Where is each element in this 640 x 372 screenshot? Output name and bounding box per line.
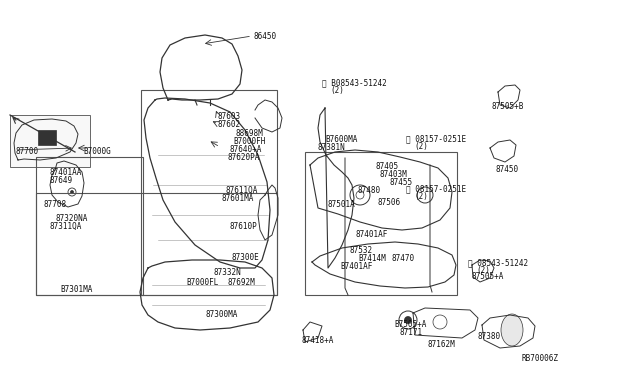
- Bar: [10, 115, 90, 167]
- Text: 87603: 87603: [218, 112, 241, 121]
- Text: (2): (2): [330, 86, 344, 95]
- Circle shape: [70, 190, 74, 193]
- Text: Ⓑ 08157-0251E: Ⓑ 08157-0251E: [406, 184, 466, 193]
- Text: 87455: 87455: [390, 178, 413, 187]
- Bar: [36, 193, 277, 295]
- Text: Ⓑ B08543-51242: Ⓑ B08543-51242: [322, 78, 387, 87]
- Text: 87640+A: 87640+A: [230, 145, 262, 154]
- Text: 87501A: 87501A: [327, 200, 355, 209]
- Circle shape: [404, 317, 412, 324]
- Text: 87162M: 87162M: [428, 340, 456, 349]
- Text: B7000G: B7000G: [83, 147, 111, 156]
- Text: 87300E: 87300E: [232, 253, 260, 262]
- Text: Ⓑ 08543-51242: Ⓑ 08543-51242: [468, 258, 528, 267]
- Bar: [305, 152, 457, 295]
- Bar: [141, 90, 277, 295]
- Text: B7505+A: B7505+A: [394, 320, 426, 329]
- Text: 87311QA: 87311QA: [50, 222, 83, 231]
- Text: 87700: 87700: [15, 147, 38, 156]
- Text: 87405: 87405: [375, 162, 398, 171]
- Text: B7000FL: B7000FL: [186, 278, 218, 287]
- Ellipse shape: [501, 314, 523, 346]
- Text: 87505+A: 87505+A: [472, 272, 504, 281]
- Text: Ⓑ 08157-0251E: Ⓑ 08157-0251E: [406, 134, 466, 143]
- Text: 87450: 87450: [495, 165, 518, 174]
- Text: 87532: 87532: [350, 246, 373, 255]
- Text: 87611QA: 87611QA: [225, 186, 257, 195]
- Text: 88698M: 88698M: [235, 129, 263, 138]
- Text: RB70006Z: RB70006Z: [522, 354, 559, 363]
- Text: 87506: 87506: [378, 198, 401, 207]
- Text: 87403M: 87403M: [380, 170, 408, 179]
- Text: 87300MA: 87300MA: [205, 310, 237, 319]
- Text: B7401AF: B7401AF: [340, 262, 372, 271]
- Text: 87332N: 87332N: [214, 268, 242, 277]
- Text: 87418+A: 87418+A: [302, 336, 334, 345]
- Text: 87380: 87380: [477, 332, 500, 341]
- Text: B7301MA: B7301MA: [60, 285, 92, 294]
- Text: 87620PA: 87620PA: [228, 153, 260, 162]
- Text: 87171: 87171: [399, 328, 422, 337]
- Text: (2): (2): [414, 192, 428, 201]
- Text: 87692M: 87692M: [228, 278, 256, 287]
- Text: B7000FH: B7000FH: [233, 137, 266, 146]
- Text: B7414M: B7414M: [358, 254, 386, 263]
- Bar: [38, 130, 56, 145]
- Text: 87401AF: 87401AF: [356, 230, 388, 239]
- Text: 87505+B: 87505+B: [492, 102, 524, 111]
- Text: 87708: 87708: [44, 200, 67, 209]
- Text: (2): (2): [476, 266, 490, 275]
- Text: 86450: 86450: [253, 32, 276, 41]
- Bar: [36, 157, 143, 295]
- Text: 87649: 87649: [50, 176, 73, 185]
- Text: 87602: 87602: [218, 120, 241, 129]
- Text: 87610P: 87610P: [230, 222, 258, 231]
- Text: (2): (2): [414, 142, 428, 151]
- Text: B7600MA: B7600MA: [325, 135, 357, 144]
- Text: 87470: 87470: [392, 254, 415, 263]
- Text: 87320NA: 87320NA: [56, 214, 88, 223]
- Text: 87480: 87480: [358, 186, 381, 195]
- Text: 87401AA: 87401AA: [50, 168, 83, 177]
- Text: 87601MA: 87601MA: [222, 194, 254, 203]
- Text: 87381N: 87381N: [318, 143, 346, 152]
